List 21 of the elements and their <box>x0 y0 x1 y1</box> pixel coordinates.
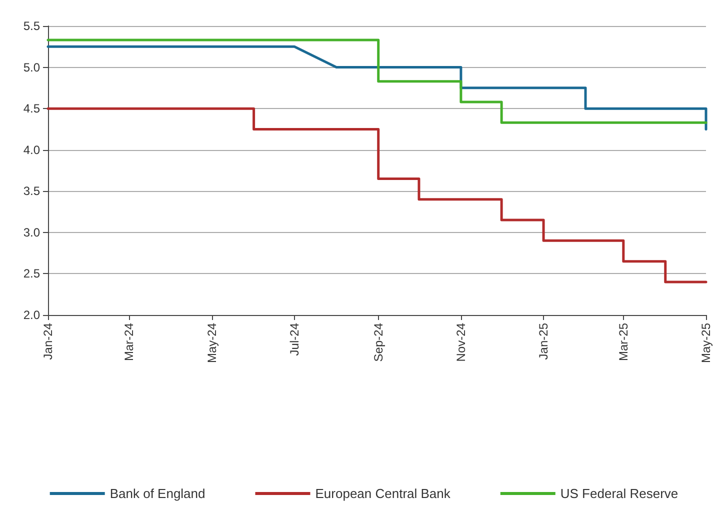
y-tick-label: 3.5 <box>23 184 40 198</box>
y-tick-label: 5.0 <box>23 60 40 74</box>
y-tick-label: 2.5 <box>23 266 40 281</box>
y-tick-label: 4.0 <box>23 142 40 157</box>
line-series <box>46 107 708 284</box>
legend-label: Bank of England <box>110 486 206 501</box>
y-tick-label: 4.5 <box>23 102 40 116</box>
x-tick-label: May-25 <box>699 322 713 364</box>
y-tick-label: 3.0 <box>23 225 40 240</box>
x-tick-label: Mar-25 <box>616 322 630 362</box>
y-tick-label: 2.0 <box>23 308 40 322</box>
y-tick-label: 5.5 <box>23 19 40 33</box>
legend-label: European Central Bank <box>315 486 451 501</box>
x-tick-label: May-24 <box>204 322 219 364</box>
x-tick-label: Jan-25 <box>536 322 551 360</box>
legend-label: US Federal Reserve <box>560 486 678 501</box>
x-tick-label: Jul-24 <box>287 322 302 356</box>
x-tick-label: Jan-24 <box>41 322 55 360</box>
x-tick-label: Sep-24 <box>371 322 386 362</box>
x-tick-label: Mar-24 <box>122 322 136 362</box>
x-tick-label: Nov-24 <box>454 322 468 362</box>
